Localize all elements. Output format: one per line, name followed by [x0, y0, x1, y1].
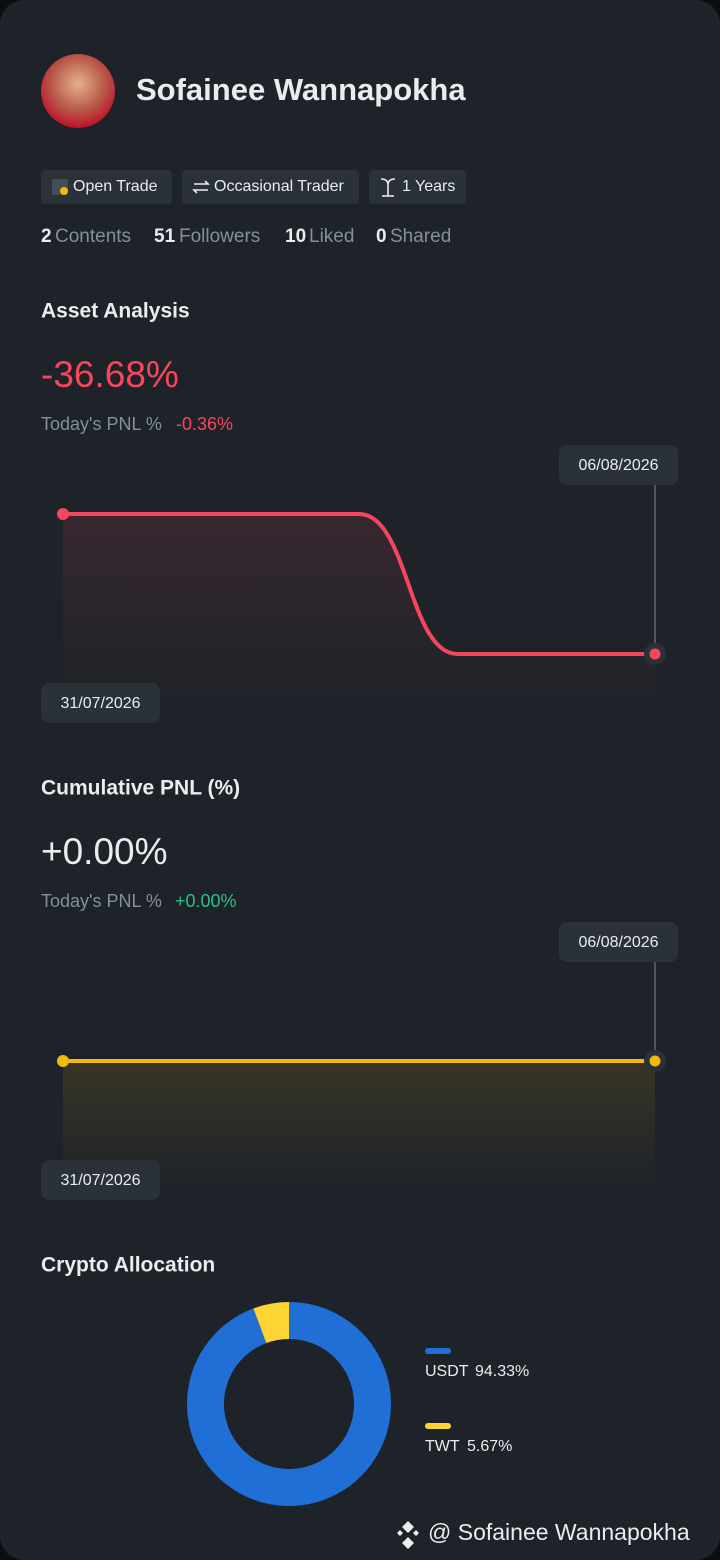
date-label: 06/08/2026 [578, 457, 658, 474]
avatar[interactable] [41, 54, 115, 128]
stat-label: Contents [55, 226, 131, 247]
logo [397, 1521, 419, 1549]
legend-swatch [425, 1423, 451, 1429]
section-title: Asset Analysis [41, 300, 190, 323]
date-label: 06/08/2026 [578, 934, 658, 951]
today-label: Today's PNL % [41, 414, 162, 434]
legend-swatch [425, 1348, 451, 1354]
date-label: 31/07/2026 [60, 695, 140, 712]
today-label: Today's PNL % [41, 891, 162, 911]
date-label: 31/07/2026 [60, 1172, 140, 1189]
tag: 1 Years [402, 178, 455, 195]
legend-label: USDT [425, 1363, 469, 1380]
tag-box [41, 170, 172, 204]
tags: Open Trade Occasional Trader 1 Years [41, 170, 466, 204]
stat-label: Liked [309, 226, 354, 247]
tag-box [182, 170, 359, 204]
stats: 2 Contents 51 Followers 10 Liked 0 Share… [41, 226, 451, 247]
end-point [649, 648, 661, 660]
stat-value: 2 [41, 226, 52, 247]
legend-value: 5.67% [467, 1438, 512, 1455]
donut-segment [186, 1302, 391, 1507]
today-value: -0.36% [176, 414, 233, 434]
tag: Open Trade [73, 178, 158, 195]
tag-icon [192, 180, 210, 194]
stat-value: 51 [154, 226, 176, 247]
donut-segment [253, 1302, 289, 1344]
area [63, 514, 655, 712]
stat-value: 10 [285, 226, 306, 247]
start-point [57, 508, 69, 520]
watermark-text: @ Sofainee Wannapokha [428, 1519, 690, 1545]
end-point [649, 1055, 661, 1067]
user-name: Sofainee Wannapokha [136, 72, 466, 107]
tag-icon [60, 187, 68, 195]
section-title: Cumulative PNL (%) [41, 777, 240, 800]
legend-value: 94.33% [475, 1363, 529, 1380]
date-box [559, 922, 678, 962]
stat-value: 0 [376, 226, 387, 247]
watermark: @ Sofainee Wannapokha [397, 1519, 690, 1549]
tag: Occasional Trader [214, 178, 345, 195]
area [63, 1061, 655, 1189]
stat-label: Shared [390, 226, 451, 247]
start-point [57, 1055, 69, 1067]
headline-value: +0.00% [41, 831, 168, 872]
headline-value: -36.68% [41, 354, 179, 395]
date-box [41, 683, 160, 723]
date-box [559, 445, 678, 485]
stat-label: Followers [179, 226, 260, 247]
line [62, 511, 655, 657]
tag-icon [380, 178, 396, 197]
today-value: +0.00% [175, 891, 237, 911]
date-box [41, 1160, 160, 1200]
section-title: Crypto Allocation [41, 1254, 215, 1277]
legend-label: TWT [425, 1438, 460, 1455]
